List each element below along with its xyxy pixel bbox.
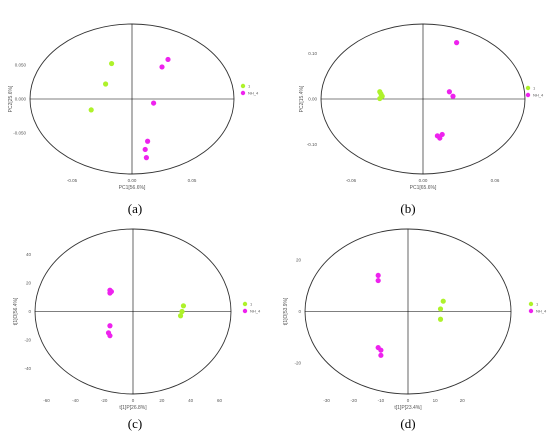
y-tick-label: 0.050 bbox=[15, 62, 27, 67]
x-tick-label: -0.06 bbox=[346, 178, 357, 183]
data-point-group-nh4 bbox=[151, 100, 157, 106]
data-point-group-1 bbox=[103, 81, 109, 87]
data-point-group-1 bbox=[437, 306, 444, 312]
y-tick-label: -0.10 bbox=[307, 142, 318, 147]
panel-label-d: (d) bbox=[400, 416, 415, 431]
x-tick-label: -40 bbox=[72, 398, 79, 403]
x-tick-label: -30 bbox=[323, 398, 330, 403]
data-point-group-nh4 bbox=[375, 272, 381, 279]
x-tick-label: -60 bbox=[43, 398, 50, 403]
y-tick-label: 20 bbox=[296, 257, 302, 262]
legend-marker bbox=[242, 301, 248, 307]
data-point-group-1 bbox=[177, 313, 184, 319]
panel-label-b: (b) bbox=[400, 201, 415, 216]
x-tick-label: 0.06 bbox=[491, 178, 500, 183]
legend-label: 1 bbox=[248, 84, 251, 89]
x-tick-label: 0.05 bbox=[188, 178, 197, 183]
data-point-group-nh4 bbox=[450, 93, 456, 99]
data-point-group-1 bbox=[440, 298, 446, 304]
y-tick-label: -20 bbox=[24, 337, 31, 342]
legend-label: 1 bbox=[250, 302, 253, 307]
x-tick-label: -10 bbox=[378, 398, 385, 403]
legend-marker bbox=[240, 83, 246, 89]
x-tick-label: -20 bbox=[351, 398, 358, 403]
y-tick-label: 40 bbox=[26, 252, 32, 257]
y-axis-label: t[1]O[56.4%] bbox=[13, 297, 19, 325]
y-tick-label: 0.10 bbox=[308, 51, 317, 56]
x-tick-label: 0 bbox=[132, 398, 135, 403]
data-point-group-nh4 bbox=[145, 138, 151, 144]
legend-marker bbox=[528, 308, 534, 314]
panel-label-a: (a) bbox=[128, 201, 142, 216]
y-tick-label: 0.000 bbox=[15, 97, 27, 102]
legend-label: 1 bbox=[536, 302, 539, 307]
x-tick-label: 0.00 bbox=[128, 178, 137, 183]
data-point-group-nh4 bbox=[108, 288, 114, 295]
y-tick-label: -0.050 bbox=[13, 131, 26, 136]
y-axis-label: PC2[25.6%] bbox=[8, 85, 14, 112]
chart-panel-1: -0.05 0.00 0.05 0.050 0.000 -0.050 PC1[56.6%] P… bbox=[8, 23, 259, 191]
x-axis-label: t[1]P[23.4%] bbox=[394, 405, 422, 411]
x-axis-label: PC1[65.6%] bbox=[410, 185, 437, 191]
data-point-group-nh4 bbox=[107, 333, 113, 339]
data-point-group-1 bbox=[179, 308, 185, 315]
x-tick-label: 10 bbox=[433, 398, 439, 403]
panel-label-c: (c) bbox=[128, 416, 142, 431]
data-point-group-1 bbox=[88, 107, 94, 113]
y-tick-label: -40 bbox=[24, 366, 31, 371]
data-point-group-nh4 bbox=[439, 131, 445, 138]
data-point-group-nh4 bbox=[143, 155, 149, 161]
y-tick-label: 0.00 bbox=[308, 97, 317, 102]
legend-marker bbox=[528, 301, 534, 307]
data-point-group-nh4 bbox=[107, 323, 113, 329]
data-point-group-nh4 bbox=[142, 146, 148, 153]
chart-panel-2: -0.06 0.00 0.06 0.10 0.00 -0.10 PC1[65.6%] PC2[… bbox=[299, 23, 544, 191]
data-point-group-nh4 bbox=[159, 64, 165, 70]
legend-label: NH_4 bbox=[250, 309, 261, 314]
legend-label: NH_4 bbox=[533, 93, 544, 98]
legend-marker bbox=[240, 90, 246, 96]
x-tick-label: -20 bbox=[101, 398, 108, 403]
x-axis-label: PC1[56.6%] bbox=[119, 185, 146, 191]
legend-label: 1 bbox=[533, 86, 536, 91]
chart-panel-3: -60 -40 -20 0 20 40 60 40 20 0 -20 -40 t[1]P[26.8%] t… bbox=[13, 228, 261, 411]
data-point-group-nh4 bbox=[446, 89, 452, 95]
data-point-group-nh4 bbox=[378, 347, 384, 353]
x-tick-label: -0.05 bbox=[67, 178, 78, 183]
x-tick-label: 20 bbox=[159, 398, 165, 403]
x-tick-label: 40 bbox=[188, 398, 194, 403]
data-point-group-1 bbox=[377, 95, 383, 102]
legend-marker bbox=[525, 85, 531, 91]
x-tick-label: 60 bbox=[217, 398, 223, 403]
data-point-group-1 bbox=[180, 303, 187, 309]
legend-marker bbox=[242, 308, 248, 314]
data-point-group-nh4 bbox=[378, 352, 384, 358]
x-tick-label: 0.00 bbox=[419, 178, 428, 183]
x-tick-label: 0 bbox=[407, 398, 410, 403]
data-point-group-1 bbox=[437, 316, 444, 322]
y-tick-label: 20 bbox=[26, 281, 32, 286]
legend-label: NH_4 bbox=[536, 309, 547, 314]
y-tick-label: 0 bbox=[298, 309, 301, 314]
x-tick-label: 20 bbox=[460, 398, 466, 403]
y-tick-label: 0 bbox=[28, 309, 31, 314]
data-point-group-nh4 bbox=[454, 40, 460, 46]
chart-panel-4: -30 -20 -10 0 10 20 20 0 -20 t[1]P[23.4%] t[1]O[53… bbox=[283, 228, 547, 411]
legend-marker bbox=[525, 92, 531, 98]
y-axis-label: PC2[15.4%] bbox=[299, 85, 305, 112]
legend-label: NH_4 bbox=[248, 91, 259, 96]
y-tick-label: -20 bbox=[294, 361, 301, 366]
x-axis-label: t[1]P[26.8%] bbox=[119, 405, 147, 411]
data-point-group-1 bbox=[109, 60, 115, 67]
data-point-group-nh4 bbox=[375, 277, 381, 284]
data-point-group-nh4 bbox=[165, 56, 171, 63]
y-axis-label: t[1]O[53.9%] bbox=[283, 297, 289, 325]
